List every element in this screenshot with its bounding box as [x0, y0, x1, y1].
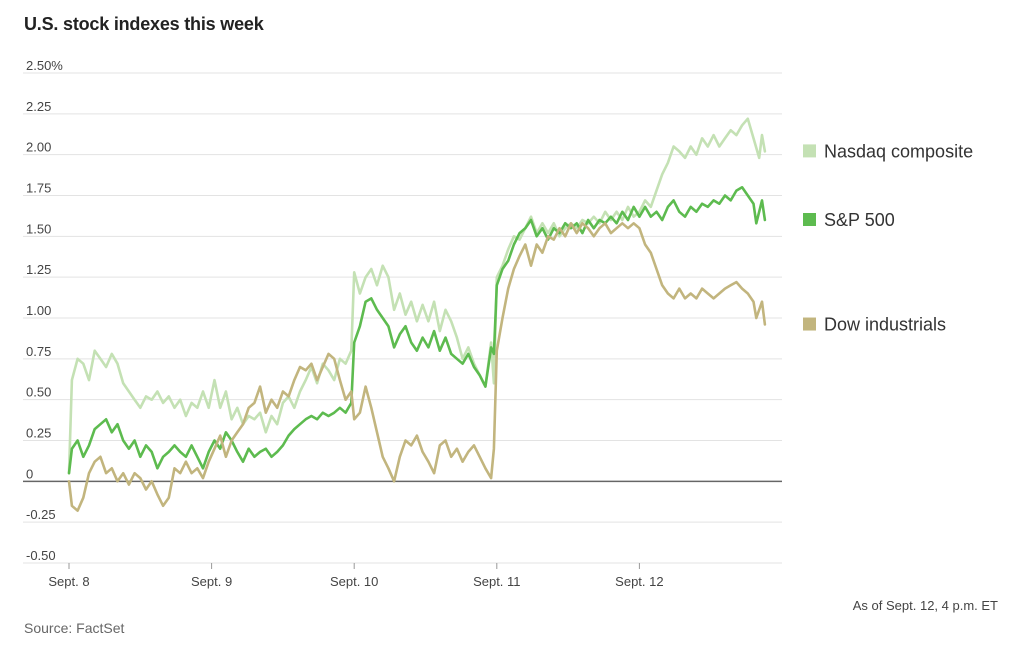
y-tick-label: 0.50	[26, 385, 51, 400]
series-line-nasdaq-composite	[67, 117, 767, 475]
y-tick-label: -0.50	[26, 548, 56, 563]
y-tick-label: 1.25	[26, 262, 51, 277]
y-tick-label: 2.00	[26, 140, 51, 155]
y-tick-label: 0.25	[26, 426, 51, 441]
legend-label-dow-industrials: Dow industrials	[824, 315, 946, 335]
x-axis-ticks: Sept. 8 Sept. 9 Sept. 10 Sept. 11 Sept. 12	[48, 563, 664, 589]
y-tick-label: 1.50	[26, 221, 51, 236]
series-line-dow-industrials	[67, 222, 767, 512]
y-tick-label: 2.50%	[26, 58, 63, 73]
source-note: Source: FactSet	[24, 620, 125, 636]
legend-label-s-p-500: S&P 500	[824, 210, 895, 230]
x-tick-label: Sept. 10	[330, 574, 378, 589]
legend: Nasdaq composite S&P 500 Dow industrials	[803, 141, 973, 335]
x-tick-label: Sept. 8	[48, 574, 89, 589]
y-tick-label: -0.25	[26, 507, 56, 522]
legend-swatch-nasdaq-composite	[803, 144, 816, 158]
grid-layer	[23, 72, 782, 564]
series-line-s-p-500	[67, 186, 767, 475]
x-tick-label: Sept. 9	[191, 574, 232, 589]
chart-title: U.S. stock indexes this week	[24, 14, 264, 34]
legend-label-nasdaq-composite: Nasdaq composite	[824, 141, 973, 161]
series-layer	[67, 117, 767, 512]
legend-swatch-s-p-500	[803, 213, 816, 226]
y-tick-label: 0.75	[26, 344, 51, 359]
x-tick-label: Sept. 12	[615, 574, 663, 589]
y-tick-label: 0	[26, 466, 33, 481]
y-axis-ticks: -0.50 -0.25 0 0.25 0.50 0.75 1.00 1.25 1.50 1.75 2…	[26, 58, 63, 563]
y-tick-label: 1.75	[26, 181, 51, 196]
legend-swatch-dow-industrials	[803, 317, 816, 331]
y-tick-label: 2.25	[26, 99, 51, 114]
x-tick-label: Sept. 11	[473, 574, 520, 589]
y-tick-label: 1.00	[26, 303, 51, 318]
as-of-note: As of Sept. 12, 4 p.m. ET	[852, 598, 998, 613]
